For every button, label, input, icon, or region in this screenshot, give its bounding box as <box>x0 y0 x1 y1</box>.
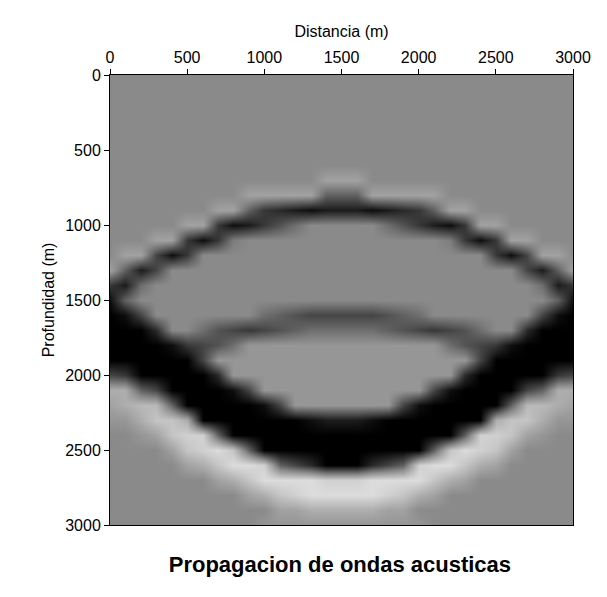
svg-text:3000: 3000 <box>555 49 591 66</box>
svg-text:1000: 1000 <box>65 217 101 234</box>
svg-text:1500: 1500 <box>324 49 360 66</box>
svg-text:Propagacion de ondas acusticas: Propagacion de ondas acusticas <box>169 552 511 577</box>
svg-text:1500: 1500 <box>65 292 101 309</box>
svg-text:2000: 2000 <box>65 367 101 384</box>
svg-text:2500: 2500 <box>65 442 101 459</box>
svg-text:500: 500 <box>74 142 101 159</box>
svg-text:500: 500 <box>174 49 201 66</box>
svg-text:Profundidad (m): Profundidad (m) <box>40 243 57 358</box>
svg-text:2500: 2500 <box>478 49 514 66</box>
svg-text:2000: 2000 <box>401 49 437 66</box>
svg-text:1000: 1000 <box>247 49 283 66</box>
svg-text:0: 0 <box>106 49 115 66</box>
svg-text:Distancia (m): Distancia (m) <box>294 23 388 40</box>
svg-text:3000: 3000 <box>65 517 101 534</box>
svg-text:0: 0 <box>92 67 101 84</box>
